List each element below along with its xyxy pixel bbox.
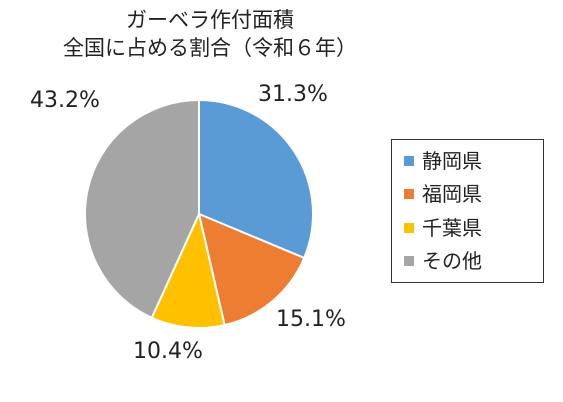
legend-item-chiba: 千葉県 — [404, 211, 543, 245]
legend-label-fukuoka: 福岡県 — [422, 182, 482, 207]
chart-title: ガーベラ作付面積 全国に占める割合（令和６年） — [0, 6, 420, 62]
chart-title-line-2: 全国に占める割合（令和６年） — [63, 36, 357, 60]
data-label-shizuoka: 31.3% — [258, 82, 328, 107]
legend: 静岡県 福岡県 千葉県 その他 — [391, 139, 544, 283]
data-label-other: 43.2% — [30, 88, 100, 113]
pie-slice-shizuoka — [198, 99, 314, 259]
legend-swatch-chiba — [404, 222, 414, 233]
pie-slice-other — [84, 99, 200, 319]
legend-swatch-shizuoka — [404, 155, 414, 166]
legend-label-shizuoka: 静岡県 — [422, 148, 482, 173]
chart-title-line-1: ガーベラ作付面積 — [126, 8, 294, 32]
legend-label-chiba: 千葉県 — [422, 215, 482, 240]
legend-swatch-other — [404, 256, 414, 267]
data-label-chiba: 10.4% — [133, 339, 203, 364]
legend-item-other: その他 — [404, 245, 543, 279]
data-label-fukuoka: 15.1% — [276, 307, 346, 332]
legend-item-shizuoka: 静岡県 — [404, 144, 543, 178]
pie-slice-fukuoka — [198, 213, 306, 327]
legend-label-other: その他 — [422, 249, 482, 274]
legend-item-fukuoka: 福岡県 — [404, 178, 543, 212]
legend-swatch-fukuoka — [404, 189, 414, 200]
pie-slice-chiba — [150, 213, 226, 329]
